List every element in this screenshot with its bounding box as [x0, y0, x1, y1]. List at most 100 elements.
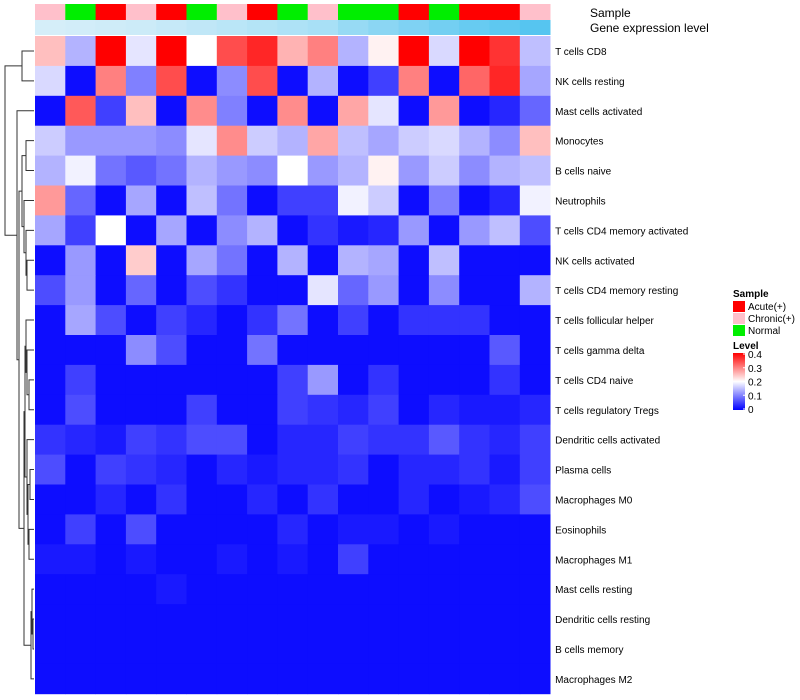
row-label: Dendritic cells activated [555, 436, 660, 447]
row-label: Mast cells resting [555, 585, 632, 596]
heatmap-cell [368, 424, 399, 455]
heatmap-cell [368, 185, 399, 216]
heatmap-cell [307, 36, 339, 67]
heatmap-cell [338, 484, 369, 515]
heatmap-cell [489, 514, 521, 545]
heatmap-cell [338, 364, 369, 396]
heatmap-cell [186, 604, 218, 635]
heatmap-cell [95, 394, 127, 426]
heatmap-cell [489, 125, 521, 156]
heatmap-cell [216, 36, 248, 67]
heatmap-cell [459, 275, 490, 306]
expression-annotation-cell [519, 20, 551, 35]
heatmap-cell [216, 604, 248, 635]
heatmap-cell [35, 394, 66, 426]
sample-annotation-cell [307, 4, 339, 20]
heatmap-cell [35, 335, 66, 366]
row-label: Plasma cells [555, 466, 611, 477]
heatmap-cell [368, 394, 399, 426]
dendrogram-branch [28, 379, 34, 411]
expression-annotation-cell [368, 20, 399, 35]
heatmap-cell [307, 95, 339, 127]
heatmap-cell [156, 305, 187, 336]
heatmap-cell [125, 574, 157, 605]
heatmap-cell [459, 364, 490, 396]
legend-entry-label: Acute(+) [748, 302, 786, 313]
heatmap-cell [35, 185, 66, 216]
row-dendrogram [4, 50, 34, 680]
heatmap-cell [277, 394, 309, 426]
heatmap-cell [125, 65, 157, 97]
dendrogram-branch [21, 50, 34, 82]
heatmap-cell [95, 185, 127, 216]
heatmap-cell [519, 155, 551, 186]
heatmap-cell [216, 155, 248, 186]
heatmap-cell [428, 544, 460, 575]
dendrogram-branch [4, 65, 22, 236]
heatmap-cell [186, 305, 218, 336]
heatmap-cell [95, 245, 127, 276]
heatmap-cell [307, 424, 339, 455]
heatmap-cell [65, 95, 96, 127]
heatmap-cell [338, 305, 369, 336]
heatmap-cell [519, 305, 551, 336]
heatmap-cell [277, 215, 309, 246]
heatmap-cell [156, 634, 187, 665]
heatmap-cell [459, 514, 490, 545]
heatmap-cell [95, 36, 127, 67]
heatmap-cell [186, 185, 218, 216]
annotation-label-sample: Sample [590, 6, 631, 20]
heatmap-cell [95, 95, 127, 127]
heatmap-cell [277, 604, 309, 635]
expression-annotation-cell [247, 20, 278, 35]
heatmap-cell [368, 634, 399, 665]
heatmap-cell [156, 574, 187, 605]
heatmap-cell [398, 544, 430, 575]
heatmap-cell [428, 394, 460, 426]
heatmap-cell [519, 245, 551, 276]
heatmap-cell [95, 604, 127, 635]
heatmap-cell [247, 245, 278, 276]
heatmap-cell [186, 634, 218, 665]
heatmap-cell [338, 245, 369, 276]
sample-annotation-cell [398, 4, 430, 20]
heatmap-cell [65, 125, 96, 156]
heatmap-cell [247, 574, 278, 605]
heatmap-cell [65, 185, 96, 216]
heatmap-cell [398, 65, 430, 97]
heatmap-cell [489, 155, 521, 186]
heatmap-cell [125, 155, 157, 186]
heatmap-cell [186, 335, 218, 366]
heatmap-cell [216, 454, 248, 485]
level-tick-label: 0.3 [748, 364, 762, 375]
heatmap-cell [65, 275, 96, 306]
sample-annotation-cell [95, 4, 127, 20]
heatmap-cell [428, 514, 460, 545]
row-label: Mast cells activated [555, 107, 642, 118]
heatmap-cell [216, 275, 248, 306]
heatmap-cell [35, 245, 66, 276]
heatmap-cell [277, 65, 309, 97]
expression-annotation-cell [459, 20, 490, 35]
heatmap-cell [186, 364, 218, 396]
heatmap-cell [156, 544, 187, 575]
expression-annotation-cell [125, 20, 157, 35]
heatmap-cell [277, 364, 309, 396]
heatmap-cell [338, 514, 369, 545]
heatmap-cell [398, 36, 430, 67]
heatmap-cell [247, 215, 278, 246]
heatmap-cell [35, 155, 66, 186]
heatmap-cell [338, 634, 369, 665]
heatmap-cell [247, 65, 278, 97]
heatmap-cell [247, 275, 278, 306]
heatmap-cell [65, 394, 96, 426]
heatmap-cell [519, 514, 551, 545]
heatmap-cell [459, 65, 490, 97]
heatmap-cell [428, 574, 460, 605]
heatmap-cell [398, 215, 430, 246]
heatmap-cell [247, 125, 278, 156]
sample-annotation-cell [216, 4, 248, 20]
heatmap-cell [428, 454, 460, 485]
heatmap-cell [35, 604, 66, 635]
heatmap-cell [307, 514, 339, 545]
